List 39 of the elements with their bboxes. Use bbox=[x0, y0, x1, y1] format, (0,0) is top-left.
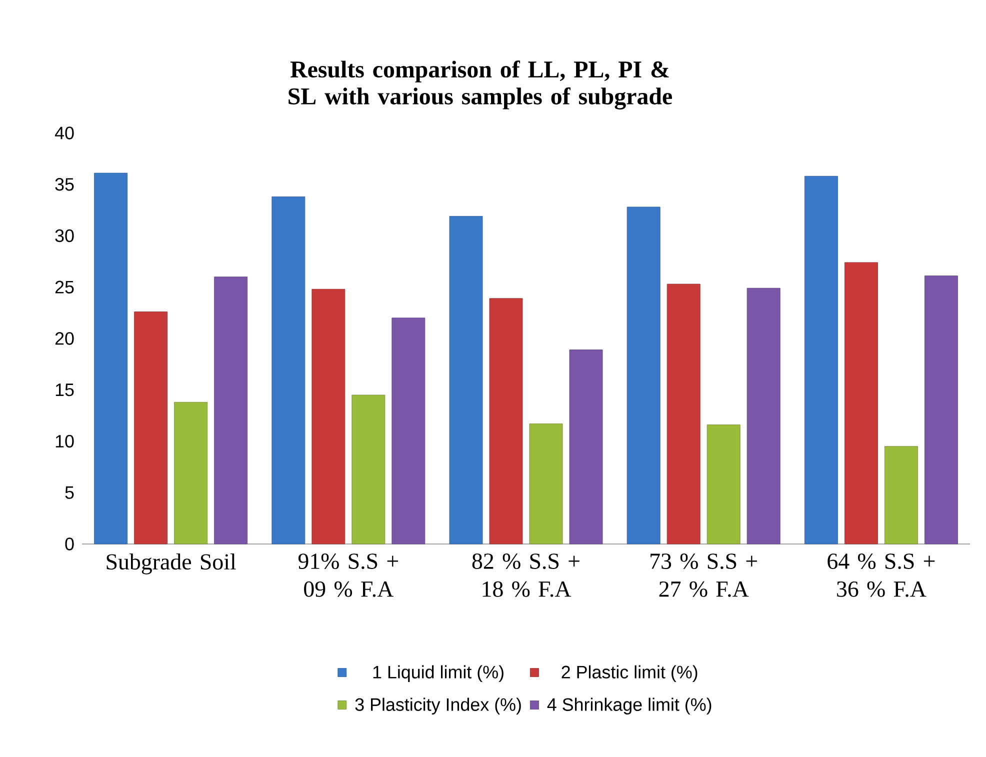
x-tick-label: 91% S.S + 09 % F.A bbox=[298, 553, 398, 597]
bar bbox=[804, 176, 838, 544]
bar bbox=[134, 312, 168, 544]
bar bbox=[94, 172, 128, 544]
bar bbox=[706, 424, 740, 544]
chart-title: Results comparison of LL, PL, PI & SL with various samples of subgrade bbox=[288, 60, 672, 110]
y-tick-label: 15 bbox=[56, 384, 74, 396]
bar bbox=[569, 350, 603, 544]
x-tick-label: 64 % S.S + 36 % F.A bbox=[828, 553, 935, 597]
bar bbox=[312, 288, 346, 544]
legend-label: 2 Plastic limit (%) bbox=[562, 665, 698, 682]
bar bbox=[626, 206, 660, 544]
bar bbox=[529, 424, 563, 544]
y-tick-label: 10 bbox=[56, 434, 74, 448]
y-tick-label: 0 bbox=[65, 538, 74, 550]
bar bbox=[449, 216, 483, 544]
bar bbox=[884, 446, 918, 544]
legend-label: 4 Shrinkage limit (%) bbox=[547, 698, 712, 714]
y-tick-label: 5 bbox=[65, 486, 74, 499]
bar bbox=[844, 262, 878, 544]
y-tick-label: 40 bbox=[54, 126, 74, 140]
legend-label: 3 Plasticity Index (%) bbox=[355, 698, 521, 714]
bar bbox=[272, 196, 306, 544]
y-tick-label: 30 bbox=[55, 229, 74, 242]
x-tick-label: Subgrade Soil bbox=[106, 554, 236, 574]
x-tick-label: 73 % S.S + 27 % F.A bbox=[650, 553, 757, 597]
y-tick-label: 20 bbox=[55, 332, 74, 345]
bar bbox=[174, 402, 208, 544]
bar bbox=[392, 318, 426, 544]
x-tick-label: 82 % S.S + 18 % F.A bbox=[472, 553, 580, 597]
y-tick-label: 35 bbox=[55, 178, 74, 191]
y-tick-label: 25 bbox=[55, 280, 74, 294]
bar bbox=[489, 298, 523, 544]
bar bbox=[746, 288, 780, 544]
bar bbox=[352, 394, 386, 544]
bar bbox=[666, 284, 700, 544]
legend-label: 1 Liquid limit (%) bbox=[373, 665, 504, 682]
bar bbox=[214, 276, 248, 544]
bar bbox=[924, 276, 958, 544]
